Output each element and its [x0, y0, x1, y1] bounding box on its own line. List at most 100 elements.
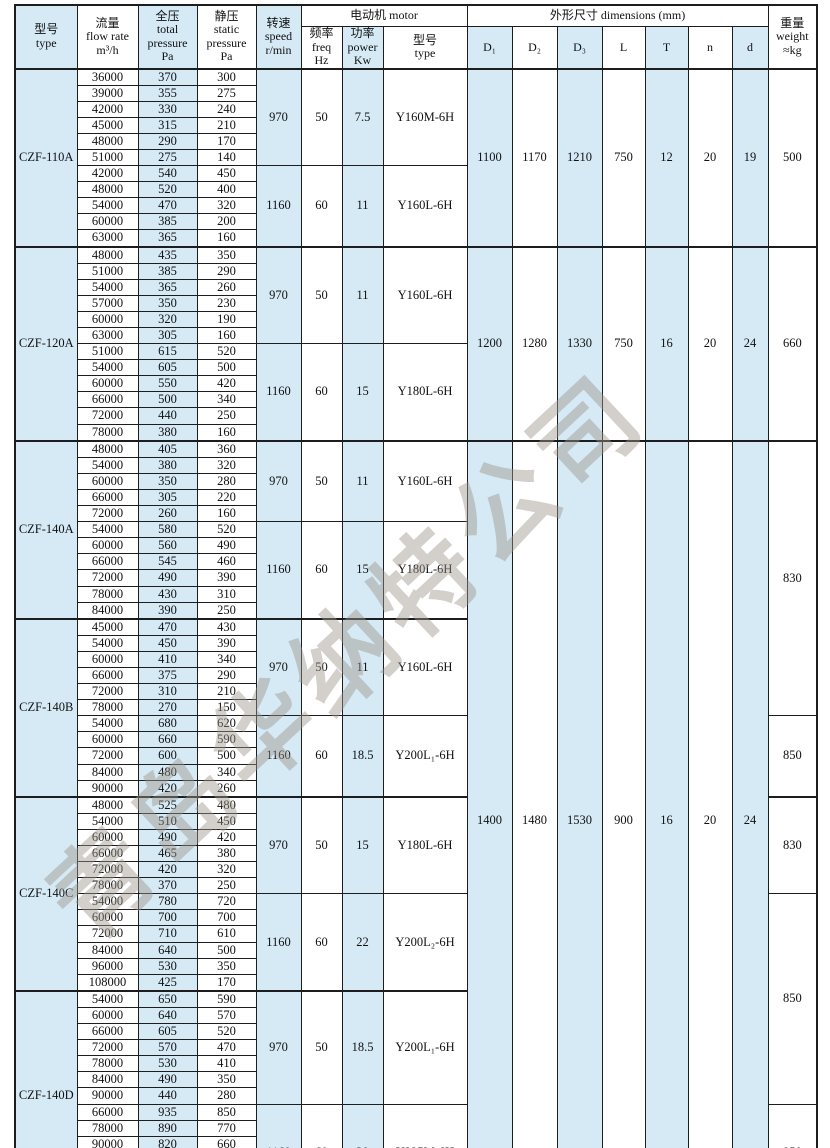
cell-static-pressure: 220 [196, 488, 257, 507]
header-speed: 转速 speed r/min [255, 4, 302, 69]
cell-flow-rate: 84000 [76, 763, 139, 781]
header-motor-type: 型号 type [382, 26, 468, 69]
cell-flow-rate: 66000 [76, 666, 139, 685]
cell-static-pressure: 210 [196, 116, 257, 134]
cell-dim-l: 750 [601, 67, 646, 248]
cell-weight: 850 [767, 715, 818, 798]
cell-flow-rate: 60000 [76, 310, 139, 329]
cell-flow-rate: 66000 [76, 844, 139, 863]
cell-total-pressure: 410 [137, 650, 198, 668]
table-row: 60000 410 340 [15, 650, 817, 668]
cell-power: 11 [341, 165, 384, 248]
header-static-pressure: 静压 static pressure Pa [196, 4, 257, 69]
cell-static-pressure: 570 [196, 1006, 257, 1025]
cell-flow-rate: 66000 [76, 1023, 139, 1041]
cell-weight: 660 [767, 245, 818, 442]
cell-flow-rate: 51000 [76, 343, 139, 361]
cell-static-pressure: 850 [196, 1103, 257, 1121]
cell-power: 18.5 [341, 715, 384, 798]
cell-total-pressure: 310 [137, 683, 198, 701]
cell-speed: 1160 [255, 343, 302, 442]
cell-dim-d1: 1100 [466, 67, 513, 248]
cell-static-pressure: 350 [196, 1071, 257, 1089]
cell-flow-rate: 57000 [76, 294, 139, 312]
table-row: 78000 530 410 [15, 1055, 817, 1073]
cell-freq: 60 [300, 165, 343, 248]
cell-power: 11 [341, 439, 384, 523]
cell-flow-rate: 90000 [76, 779, 139, 798]
table-row: 48000 520 400 [15, 181, 817, 199]
cell-total-pressure: 430 [137, 585, 198, 603]
cell-dim-t: 16 [644, 439, 689, 1148]
cell-flow-rate: 72000 [76, 861, 139, 879]
cell-flow-rate: 72000 [76, 683, 139, 701]
cell-model: CZF-140A [14, 439, 78, 620]
cell-static-pressure: 410 [196, 1055, 257, 1073]
cell-static-pressure: 280 [196, 1087, 257, 1105]
cell-total-pressure: 530 [137, 957, 198, 975]
cell-flow-rate: 72000 [76, 569, 139, 587]
cell-speed: 1160 [255, 893, 302, 992]
cell-total-pressure: 820 [137, 1135, 198, 1148]
cell-total-pressure: 600 [137, 747, 198, 765]
cell-flow-rate: 60000 [76, 828, 139, 847]
header-model: 型号 type [14, 4, 78, 69]
cell-flow-rate: 54000 [76, 893, 139, 911]
header-freq: 频率 freq Hz [300, 26, 343, 69]
cell-total-pressure: 570 [137, 1039, 198, 1057]
cell-static-pressure: 160 [196, 229, 257, 248]
cell-power: 15 [341, 521, 384, 620]
cell-flow-rate: 60000 [76, 1006, 139, 1025]
cell-dim-n: 20 [687, 439, 733, 1148]
cell-freq: 60 [300, 715, 343, 798]
cell-speed: 970 [255, 439, 302, 523]
cell-total-pressure: 350 [137, 294, 198, 312]
table-row: 84000 490 350 [15, 1071, 817, 1089]
cell-flow-rate: 45000 [76, 116, 139, 134]
cell-static-pressure: 210 [196, 683, 257, 701]
cell-flow-rate: 90000 [76, 1135, 139, 1148]
table-row: 54000 450 390 [15, 634, 817, 652]
table-row: CZF-110A 36000 370 300 970 50 7.5 Y160M-6H 1100 1… [14, 67, 818, 248]
cell-total-pressure: 470 [137, 197, 198, 215]
cell-static-pressure: 310 [196, 585, 257, 603]
cell-freq: 60 [300, 1103, 343, 1148]
cell-flow-rate: 66000 [76, 488, 139, 507]
cell-dim-d1: 1400 [466, 439, 513, 1148]
cell-static-pressure: 200 [196, 213, 257, 231]
cell-motor-type: Y180L-6H [382, 795, 468, 895]
cell-flow-rate: 90000 [76, 1087, 139, 1105]
cell-flow-rate: 48000 [76, 795, 139, 814]
cell-total-pressure: 490 [137, 828, 198, 847]
cell-static-pressure: 160 [196, 326, 257, 345]
cell-total-pressure: 435 [137, 245, 198, 264]
cell-static-pressure: 460 [196, 553, 257, 571]
cell-static-pressure: 520 [196, 343, 257, 361]
cell-flow-rate: 45000 [76, 617, 139, 636]
cell-flow-rate: 48000 [76, 439, 139, 458]
cell-flow-rate: 51000 [76, 262, 139, 280]
cell-flow-rate: 84000 [76, 601, 139, 620]
cell-static-pressure: 620 [196, 715, 257, 733]
cell-total-pressure: 330 [137, 100, 198, 118]
cell-total-pressure: 660 [137, 731, 198, 749]
table-row: 42000 330 240 [15, 100, 817, 118]
cell-motor-type: Y225M-6H [382, 1103, 468, 1148]
cell-static-pressure: 160 [196, 505, 257, 523]
cell-total-pressure: 530 [137, 1055, 198, 1073]
cell-total-pressure: 355 [137, 84, 198, 102]
cell-flow-rate: 63000 [76, 229, 139, 248]
table-row: 60000 560 490 [15, 537, 817, 555]
cell-dim-l: 900 [601, 439, 646, 1148]
cell-flow-rate: 78000 [76, 1119, 139, 1137]
cell-total-pressure: 320 [137, 310, 198, 329]
cell-speed: 970 [255, 989, 302, 1105]
cell-total-pressure: 890 [137, 1119, 198, 1137]
table-row: 51000 385 290 [15, 262, 817, 280]
cell-speed: 970 [255, 67, 302, 167]
cell-static-pressure: 260 [196, 779, 257, 798]
cell-freq: 50 [300, 439, 343, 523]
cell-static-pressure: 450 [196, 812, 257, 830]
table-row: 60000 660 590 [15, 731, 817, 749]
cell-total-pressure: 420 [137, 779, 198, 798]
